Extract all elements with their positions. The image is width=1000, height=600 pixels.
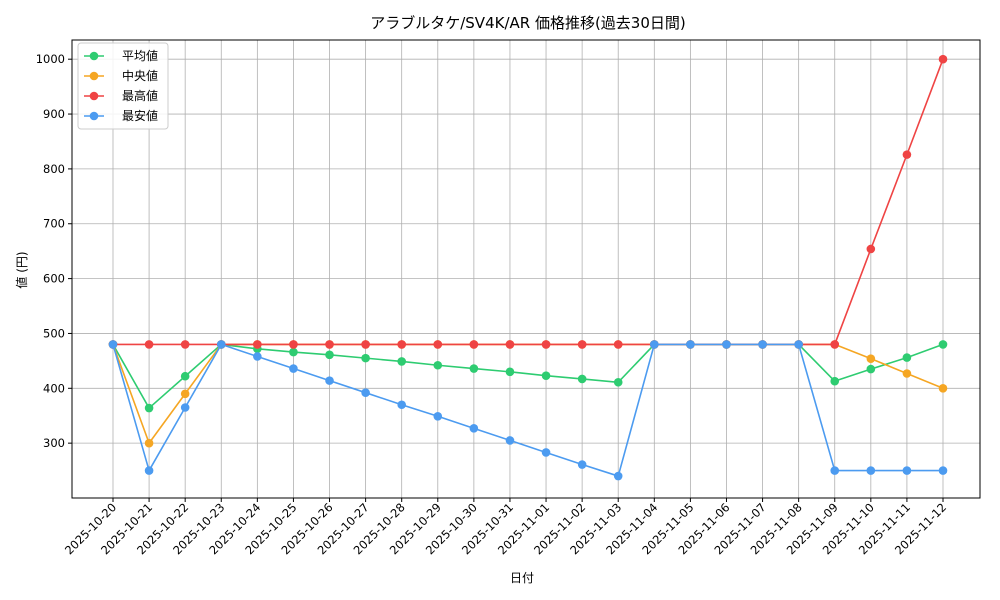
data-point bbox=[650, 340, 659, 349]
data-point bbox=[253, 352, 262, 361]
y-tick-label: 300 bbox=[43, 436, 65, 450]
series-line bbox=[112, 343, 944, 409]
legend-label: 最安値 bbox=[122, 108, 158, 123]
data-point bbox=[722, 340, 731, 349]
data-point bbox=[180, 389, 190, 399]
data-point bbox=[505, 367, 515, 377]
data-point bbox=[577, 460, 587, 469]
legend-label: 最高値 bbox=[122, 88, 158, 103]
data-point bbox=[397, 340, 406, 349]
chart-title: アラブルタケ/SV4K/AR 価格推移(過去30日間) bbox=[370, 14, 686, 32]
data-point bbox=[325, 376, 334, 385]
data-point bbox=[866, 244, 876, 254]
data-point bbox=[397, 357, 406, 366]
data-point bbox=[866, 354, 876, 363]
data-point bbox=[613, 377, 623, 387]
data-point bbox=[830, 466, 840, 475]
data-point bbox=[325, 350, 334, 360]
data-point bbox=[938, 466, 948, 475]
legend-marker bbox=[89, 91, 99, 101]
data-point bbox=[180, 340, 190, 349]
data-point bbox=[361, 388, 370, 397]
data-point bbox=[469, 424, 479, 433]
data-point bbox=[180, 403, 190, 412]
series-3 bbox=[108, 54, 948, 349]
y-tick-label: 500 bbox=[43, 326, 65, 340]
data-point bbox=[541, 371, 551, 380]
data-point bbox=[938, 383, 948, 393]
legend-item: 中央値 bbox=[84, 68, 158, 83]
data-point bbox=[253, 340, 262, 349]
data-point bbox=[686, 340, 695, 349]
series-line bbox=[113, 58, 944, 346]
data-point bbox=[866, 466, 876, 475]
data-point bbox=[144, 340, 154, 349]
legend-item: 平均値 bbox=[84, 48, 158, 63]
x-axis-label: 日付 bbox=[510, 571, 534, 585]
data-point bbox=[289, 364, 298, 373]
y-tick-label: 800 bbox=[43, 162, 65, 176]
legend-label: 平均値 bbox=[122, 48, 158, 63]
data-point bbox=[794, 340, 803, 349]
legend-box bbox=[77, 42, 169, 130]
y-tick-label: 1000 bbox=[36, 52, 65, 66]
data-point bbox=[830, 340, 840, 349]
y-axis-ticks: 300 400 500 600 700 800 900 1000 bbox=[36, 52, 72, 450]
y-tick-label: 600 bbox=[43, 272, 65, 286]
data-point bbox=[433, 340, 443, 349]
data-point bbox=[758, 340, 767, 349]
data-point bbox=[541, 340, 551, 349]
legend-item: 最安値 bbox=[84, 108, 158, 123]
data-point bbox=[361, 340, 370, 349]
series-line bbox=[112, 343, 943, 477]
data-point bbox=[216, 340, 226, 349]
legend-item: 最高値 bbox=[84, 88, 158, 103]
data-point bbox=[577, 374, 587, 384]
data-point bbox=[289, 340, 298, 349]
y-tick-label: 700 bbox=[43, 217, 65, 231]
data-point bbox=[613, 471, 623, 481]
data-point bbox=[541, 448, 551, 457]
data-point bbox=[938, 340, 948, 349]
data-point bbox=[902, 369, 912, 378]
data-point bbox=[361, 353, 370, 363]
series-4 bbox=[108, 340, 948, 481]
data-point bbox=[613, 340, 623, 349]
data-point bbox=[397, 400, 406, 410]
data-point bbox=[866, 364, 876, 374]
y-tick-label: 400 bbox=[43, 381, 65, 395]
data-point bbox=[144, 466, 154, 475]
series-layer bbox=[108, 54, 948, 481]
y-tick-label: 900 bbox=[43, 107, 65, 121]
data-point bbox=[433, 411, 443, 421]
data-point bbox=[289, 347, 298, 357]
plot-frame bbox=[71, 39, 981, 499]
data-point bbox=[938, 54, 948, 64]
data-point bbox=[830, 376, 840, 386]
data-point bbox=[108, 340, 118, 349]
data-point bbox=[469, 340, 479, 349]
data-point bbox=[902, 466, 912, 475]
legend-label: 中央値 bbox=[122, 68, 158, 83]
data-point bbox=[325, 340, 334, 349]
data-point bbox=[180, 371, 190, 381]
data-point bbox=[144, 438, 154, 448]
y-axis-label: 値 (円) bbox=[14, 251, 29, 288]
data-point bbox=[902, 353, 912, 362]
data-point bbox=[469, 364, 479, 373]
data-point bbox=[433, 360, 443, 370]
legend-marker bbox=[89, 111, 99, 121]
legend-marker bbox=[89, 71, 99, 81]
data-point bbox=[505, 340, 515, 349]
data-point bbox=[144, 403, 154, 413]
data-point bbox=[577, 340, 587, 349]
data-point bbox=[505, 436, 515, 445]
data-point bbox=[902, 150, 912, 159]
legend-marker bbox=[89, 51, 99, 61]
